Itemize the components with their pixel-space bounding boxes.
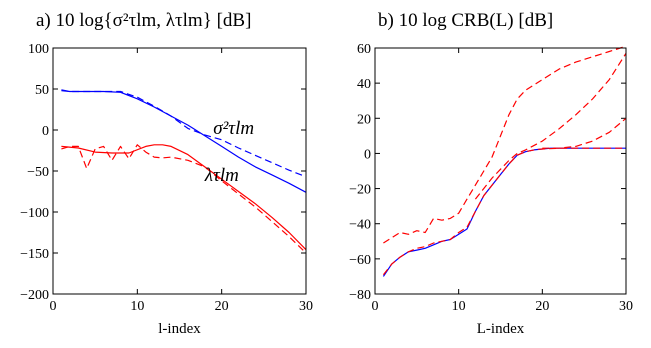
panel-b-y-tick-label: −60	[349, 253, 371, 268]
panel-b-y-tick-label: −20	[349, 183, 371, 198]
panel-b-frame	[374, 47, 627, 295]
panel-a-title: a) 10 log{σ²τlm, λτlm} [dB]	[36, 10, 251, 31]
panel-a-y-tick-label: −200	[20, 288, 49, 303]
panel-a-frame	[52, 47, 307, 295]
panel-b-y-tick-label: 0	[364, 147, 371, 162]
panel-b-y-tick-label: −40	[349, 218, 371, 233]
panel-a-series-line-1	[61, 89, 307, 178]
panel-a-annotation-lambda: λτlm	[204, 165, 239, 186]
panel-a-x-tick-label: 0	[50, 299, 57, 314]
panel-a-x-tick-label: 20	[215, 299, 229, 314]
panel-b-x-tick-label: 20	[535, 299, 549, 314]
panel-b-x-tick-label: 0	[372, 299, 379, 314]
panel-a-y-tick-label: 0	[42, 124, 49, 139]
panel-b: b) 10 log CRB(L) [dB] 0 10 20 30 −80 −60 −40 −2…	[349, 10, 633, 337]
panel-a-series-line-0	[61, 90, 307, 193]
panel-a-y-tick-label: 100	[28, 42, 49, 57]
panel-a-y-tick-label: −100	[20, 206, 49, 221]
panel-b-y-tick-label: 60	[357, 42, 371, 57]
panel-b-series-line-3	[474, 52, 627, 200]
panel-b-y-tick-label: 40	[357, 77, 371, 92]
panel-a-annotation-sigma: σ²τlm	[213, 118, 254, 139]
panel-b-x-tick-label: 30	[619, 299, 633, 314]
panel-b-title: b) 10 log CRB(L) [dB]	[378, 10, 553, 31]
panel-b-series-line-1	[382, 147, 626, 276]
panel-b-xlabel: L-index	[477, 321, 525, 337]
panel-a-y-tick-label: 50	[35, 83, 49, 98]
panel-b-series-line-2	[383, 45, 627, 244]
panel-a-y-tick-label: −150	[20, 247, 49, 262]
panel-a-plot-area: 0 10 20 30 −200 −150 −100 −50 0 50 100	[20, 42, 313, 314]
panel-b-y-tick-label: 20	[357, 112, 371, 127]
panel-a: a) 10 log{σ²τlm, λτlm} [dB] 0 10 20 30 −200 −…	[20, 10, 313, 337]
panel-a-x-tick-label: 30	[299, 299, 313, 314]
panel-a-y-tick-label: −50	[27, 165, 49, 180]
panel-b-series-line-4	[542, 117, 627, 149]
panel-b-y-tick-label: −80	[349, 288, 371, 303]
panel-b-series-line-0	[382, 147, 626, 277]
panel-b-x-tick-label: 10	[452, 299, 466, 314]
panel-a-series-line-2	[61, 144, 307, 251]
panel-a-x-tick-label: 10	[130, 299, 144, 314]
panel-b-plot-area: 0 10 20 30 −80 −60 −40 −20 0 20 40 60	[349, 42, 633, 314]
panel-a-xlabel: l-index	[158, 321, 201, 337]
